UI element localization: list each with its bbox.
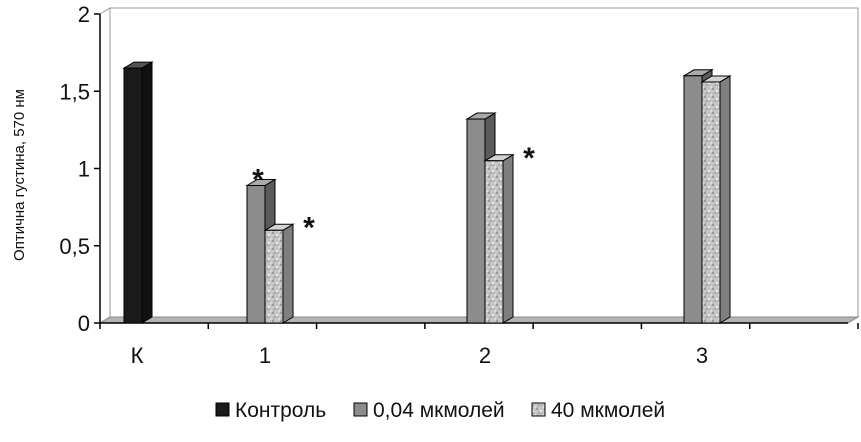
bar: [263, 223, 295, 324]
significance-marker: *: [252, 163, 264, 196]
x-tick-label: 2: [479, 343, 491, 368]
bar-front: [701, 81, 721, 324]
legend: Контроль 0,04 мкмолей 40 мкмолей: [215, 399, 665, 422]
bar-front: [484, 160, 504, 324]
legend-label: 40 мкмолей: [551, 399, 665, 422]
x-tick-label: К: [131, 343, 144, 368]
x-tick-label: 1: [259, 343, 271, 368]
y-tick-label: 1,5: [59, 79, 90, 104]
bar-front: [466, 118, 486, 324]
bar: [483, 153, 515, 324]
bar-side: [141, 61, 153, 324]
bar-front: [683, 75, 703, 324]
bar: [122, 61, 154, 324]
bar-side: [282, 223, 294, 324]
side-wall: [99, 7, 111, 324]
x-tick-label: 3: [696, 343, 708, 368]
bar: [700, 75, 732, 324]
y-tick-label: 0,5: [59, 234, 90, 259]
significance-marker: *: [303, 211, 315, 244]
bar-front: [123, 67, 143, 324]
bar-side: [502, 153, 514, 324]
y-tick-label: 1: [78, 157, 90, 182]
legend-label: 0,04 мкмолей: [373, 399, 505, 422]
y-tick-label: 2: [78, 2, 90, 27]
y-axis-title: Оптична густина, 570 нм: [11, 89, 28, 261]
legend-label: Контроль: [235, 399, 326, 422]
legend-swatch: [215, 402, 230, 417]
legend-swatch: [353, 402, 368, 417]
bar-front: [246, 184, 266, 324]
legend-swatch: [531, 402, 546, 417]
significance-marker: *: [523, 142, 535, 175]
bar-front: [264, 229, 284, 324]
plot-area: 0 0,5 1 1,5 2 К 1 2 3 * * *: [59, 2, 860, 368]
y-tick-label: 0: [78, 311, 90, 336]
bar-side: [719, 75, 731, 324]
